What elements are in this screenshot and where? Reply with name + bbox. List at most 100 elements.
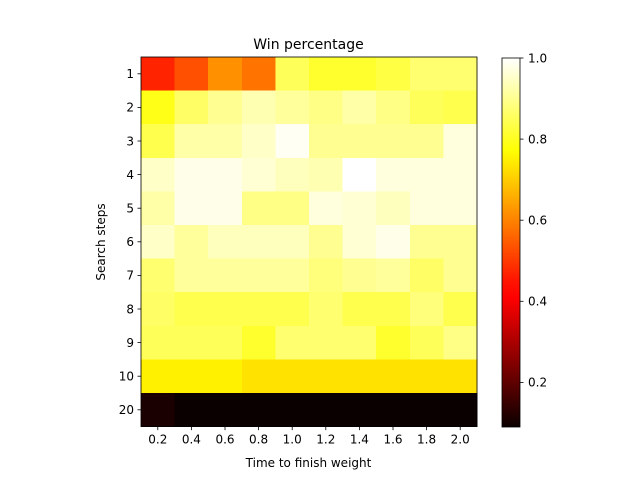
heatmap-cell <box>309 191 344 226</box>
y-tick-label: 20 <box>119 403 134 417</box>
y-tick-label: 6 <box>126 235 134 249</box>
heatmap-cell <box>275 191 310 226</box>
heatmap-cell <box>409 292 444 327</box>
x-tick-label: 0.8 <box>249 433 268 447</box>
heatmap-cell <box>376 258 411 293</box>
heatmap-cell <box>342 191 377 226</box>
heatmap-cell <box>208 292 243 327</box>
heatmap-cell <box>275 90 310 125</box>
heatmap-cell <box>208 157 243 192</box>
heatmap-cell <box>309 124 344 159</box>
heatmap-cell <box>275 292 310 327</box>
heatmap-cell <box>241 292 276 327</box>
heatmap-cell <box>174 225 209 260</box>
heatmap-cell <box>275 157 310 192</box>
heatmap-cells <box>140 56 478 428</box>
heatmap-cell <box>174 124 209 159</box>
heatmap-cell <box>409 57 444 92</box>
heatmap-cell <box>174 157 209 192</box>
heatmap-cell <box>208 225 243 260</box>
heatmap-cell <box>241 359 276 394</box>
heatmap-cell <box>342 325 377 360</box>
x-tick-label: 1.8 <box>417 433 436 447</box>
x-tick-label: 0.4 <box>182 433 201 447</box>
heatmap-cell <box>376 124 411 159</box>
heatmap-cell <box>443 57 478 92</box>
heatmap-cell <box>309 292 344 327</box>
heatmap-cell <box>409 359 444 394</box>
heatmap-cell <box>309 393 344 428</box>
y-tick-label: 1 <box>126 67 134 81</box>
heatmap-cell <box>443 359 478 394</box>
heatmap-cell <box>174 359 209 394</box>
x-tick-label: 1.2 <box>316 433 335 447</box>
heatmap-cell <box>275 57 310 92</box>
heatmap-cell <box>141 90 176 125</box>
heatmap-cell <box>275 393 310 428</box>
heatmap-cell <box>174 57 209 92</box>
heatmap-cell <box>241 393 276 428</box>
heatmap-cell <box>141 124 176 159</box>
heatmap-cell <box>443 292 478 327</box>
heatmap-cell <box>443 258 478 293</box>
heatmap-cell <box>443 393 478 428</box>
y-tick-label: 7 <box>126 269 134 283</box>
heatmap-cell <box>376 57 411 92</box>
heatmap-cell <box>409 325 444 360</box>
heatmap-cell <box>241 157 276 192</box>
heatmap-cell <box>342 393 377 428</box>
heatmap-cell <box>342 90 377 125</box>
x-axis-ticks: 0.2 0.4 0.6 0.8 1.0 1.2 1.4 1.6 1.8 2.0 <box>148 426 470 447</box>
heatmap-cell <box>208 393 243 428</box>
heatmap-cell <box>409 157 444 192</box>
heatmap-cell <box>443 191 478 226</box>
heatmap-cell <box>174 90 209 125</box>
heatmap-cell <box>309 225 344 260</box>
colorbar-gradient <box>502 58 520 427</box>
x-tick-label: 2.0 <box>451 433 470 447</box>
x-tick-label: 0.6 <box>215 433 234 447</box>
x-tick-label: 1.6 <box>383 433 402 447</box>
heatmap-cell <box>141 191 176 226</box>
heatmap-cell <box>208 90 243 125</box>
heatmap-cell <box>208 359 243 394</box>
heatmap-cell <box>275 124 310 159</box>
heatmap-cell <box>443 225 478 260</box>
heatmap-cell <box>376 90 411 125</box>
heatmap-cell <box>443 90 478 125</box>
heatmap-cell <box>443 157 478 192</box>
heatmap-cell <box>309 325 344 360</box>
heatmap-cell <box>141 325 176 360</box>
heatmap-cell <box>443 124 478 159</box>
heatmap-cell <box>342 57 377 92</box>
heatmap-cell <box>141 292 176 327</box>
heatmap-cell <box>342 292 377 327</box>
x-tick-label: 0.2 <box>148 433 167 447</box>
colorbar-frame <box>501 57 521 428</box>
x-tick-label: 1.0 <box>283 433 302 447</box>
heatmap-cell <box>241 90 276 125</box>
heatmap-cell <box>376 191 411 226</box>
heatmap-cell <box>443 325 478 360</box>
heatmap-cell <box>376 225 411 260</box>
heatmap-cell <box>174 393 209 428</box>
y-tick-label: 3 <box>126 134 134 148</box>
heatmap-cell <box>342 157 377 192</box>
heatmap-cell <box>409 258 444 293</box>
heatmap-cell <box>241 225 276 260</box>
heatmap-cell <box>376 157 411 192</box>
heatmap-cell <box>376 325 411 360</box>
heatmap-cell <box>208 57 243 92</box>
heatmap-cell <box>409 90 444 125</box>
y-axis-label: Search steps <box>94 203 108 280</box>
y-tick-label: 10 <box>119 370 134 384</box>
heatmap-cell <box>241 124 276 159</box>
heatmap-cell <box>309 359 344 394</box>
heatmap-cell <box>309 90 344 125</box>
heatmap-cell <box>208 191 243 226</box>
heatmap-cell <box>409 124 444 159</box>
colorbar-tick-label: 1.0 <box>528 51 547 65</box>
heatmap-cell <box>376 359 411 394</box>
heatmap-cell <box>241 57 276 92</box>
